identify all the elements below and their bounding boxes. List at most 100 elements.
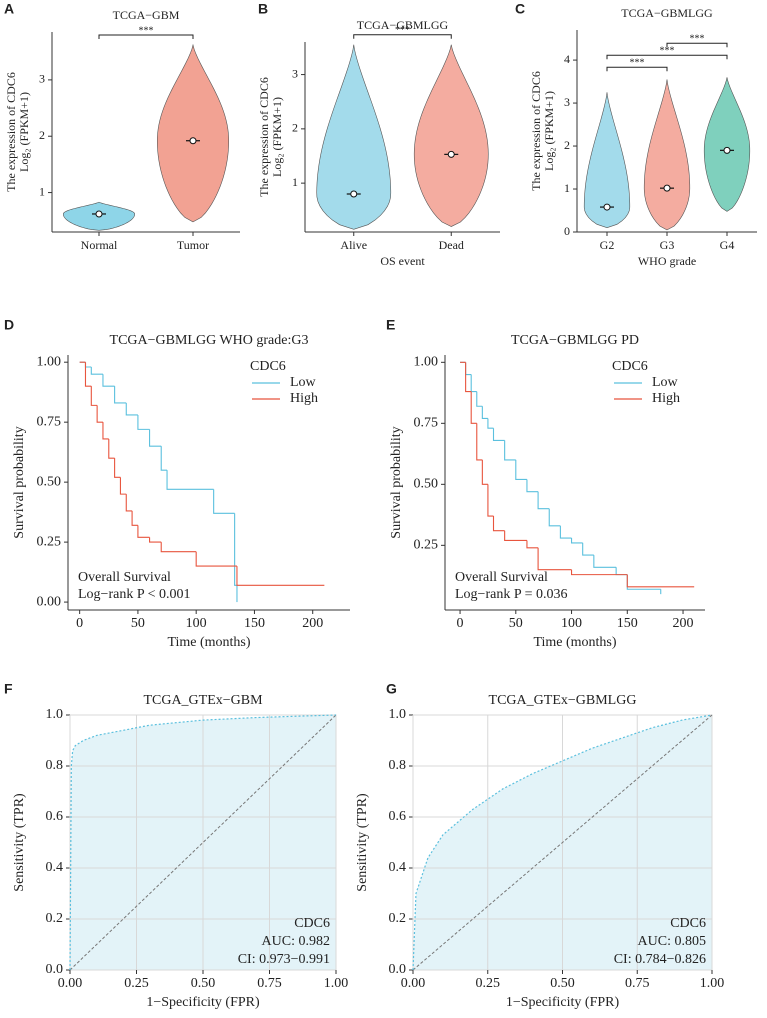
x-tick-label: 0.75 bbox=[625, 976, 650, 991]
chart-title: TCGA−GBM bbox=[113, 8, 180, 22]
survival-step bbox=[570, 569, 628, 576]
y-tick-label: 2 bbox=[39, 128, 45, 142]
survival-step bbox=[213, 489, 235, 514]
y-tick-label: 4 bbox=[564, 52, 570, 66]
legend-title: CDC6 bbox=[250, 359, 286, 374]
survival-step bbox=[548, 508, 561, 527]
panel-letter: D bbox=[4, 317, 14, 333]
annotation: Log−rank P < 0.001 bbox=[78, 587, 191, 602]
significance-bracket bbox=[353, 34, 452, 39]
y-tick-label: 0.00 bbox=[37, 594, 62, 609]
annotation: AUC: 0.982 bbox=[262, 934, 330, 949]
survival-step bbox=[195, 551, 237, 567]
survival-step bbox=[465, 362, 472, 393]
y-tick-label: 0.4 bbox=[389, 860, 407, 875]
y-tick-label: 1.00 bbox=[414, 355, 439, 370]
mean-point bbox=[189, 137, 197, 145]
y-tick-label: 1 bbox=[39, 184, 45, 198]
x-tick-label: G3 bbox=[660, 238, 675, 252]
significance-label: *** bbox=[660, 46, 675, 57]
significance-bracket bbox=[606, 54, 728, 60]
y-tick-label: 0.0 bbox=[46, 962, 64, 977]
y-tick-label: 0 bbox=[564, 224, 570, 238]
y-tick-label: 3 bbox=[292, 66, 298, 80]
y-tick-label: 0.8 bbox=[46, 758, 64, 773]
x-axis-label: Time (months) bbox=[533, 635, 616, 650]
x-axis-label: OS event bbox=[380, 254, 425, 268]
survival-step bbox=[96, 405, 103, 423]
violin bbox=[583, 92, 631, 229]
x-tick-label: 0 bbox=[457, 616, 464, 631]
annotation: Overall Survival bbox=[78, 570, 171, 585]
survival-step bbox=[465, 362, 472, 376]
y-axis-label: Sensitivity (TPR) bbox=[12, 793, 27, 892]
significance-bracket bbox=[666, 42, 728, 48]
significance-label: *** bbox=[690, 34, 705, 45]
survival-step bbox=[626, 574, 695, 588]
survival-step bbox=[90, 366, 103, 375]
x-tick-label: 0.00 bbox=[401, 976, 426, 991]
x-tick-label: G2 bbox=[600, 238, 615, 252]
y-tick-label: 0.50 bbox=[37, 474, 62, 489]
significance-bracket bbox=[606, 66, 668, 72]
y-tick-label: 0.2 bbox=[389, 911, 407, 926]
x-axis-label: Time (months) bbox=[167, 635, 250, 650]
mean-point bbox=[723, 146, 731, 154]
chart-title: TCGA−GBMLGG PD bbox=[511, 333, 639, 348]
x-tick-label: 100 bbox=[186, 616, 207, 631]
survival-step bbox=[114, 386, 127, 404]
legend-label: Low bbox=[290, 375, 317, 390]
y-tick-label: 0.6 bbox=[389, 809, 407, 824]
annotation: Log−rank P = 0.036 bbox=[455, 587, 568, 602]
x-tick-label: 200 bbox=[673, 616, 694, 631]
survival-step bbox=[166, 470, 214, 490]
survival-step bbox=[131, 510, 138, 526]
x-tick-label: 1.00 bbox=[700, 976, 725, 991]
y-tick-label: 1.0 bbox=[46, 707, 64, 722]
y-tick-label: 0.2 bbox=[46, 911, 64, 926]
survival-step bbox=[102, 422, 109, 440]
legend-label: High bbox=[652, 391, 680, 406]
y-tick-label: 1.00 bbox=[37, 354, 62, 369]
survival-step bbox=[160, 446, 168, 471]
survival-step bbox=[559, 525, 572, 539]
y-tick-label: 2 bbox=[564, 138, 570, 152]
survival-step bbox=[470, 374, 477, 393]
panel-letter: A bbox=[4, 1, 14, 17]
survival-step bbox=[504, 440, 516, 461]
significance-label: *** bbox=[395, 25, 410, 36]
x-tick-label: 200 bbox=[302, 616, 323, 631]
survival-step bbox=[102, 374, 115, 387]
x-tick-label: 100 bbox=[561, 616, 582, 631]
survival-step bbox=[537, 491, 550, 510]
y-tick-label: 1 bbox=[564, 181, 570, 195]
x-tick-label: 0.75 bbox=[257, 976, 282, 991]
y-axis-label: Log₂ (FPKM+1) bbox=[542, 91, 556, 171]
mean-point bbox=[350, 190, 358, 198]
y-tick-label: 1.0 bbox=[389, 707, 407, 722]
survival-step bbox=[160, 542, 197, 553]
significance-label: *** bbox=[630, 58, 645, 69]
survival-step bbox=[487, 418, 494, 429]
y-tick-label: 1 bbox=[292, 175, 298, 189]
y-axis-label: Log₂ (FPKM+1) bbox=[270, 97, 284, 177]
mean-point bbox=[95, 210, 103, 218]
roc-curve bbox=[69, 714, 337, 971]
survival-step bbox=[537, 547, 572, 571]
violin bbox=[316, 44, 392, 230]
survival-step bbox=[125, 402, 138, 416]
diagonal bbox=[412, 714, 713, 971]
violin bbox=[703, 77, 751, 212]
survival-step bbox=[481, 406, 488, 419]
y-axis-label: The expression of CDC6 bbox=[4, 72, 18, 192]
x-axis-label: WHO grade bbox=[638, 254, 696, 268]
mean-point bbox=[663, 184, 671, 192]
y-tick-label: 0.25 bbox=[414, 538, 439, 553]
legend-label: CDC6 bbox=[294, 916, 330, 931]
x-tick-label: 0.50 bbox=[550, 976, 575, 991]
y-tick-label: 0.50 bbox=[414, 477, 439, 492]
survival-step bbox=[137, 525, 150, 538]
survival-step bbox=[84, 362, 92, 387]
